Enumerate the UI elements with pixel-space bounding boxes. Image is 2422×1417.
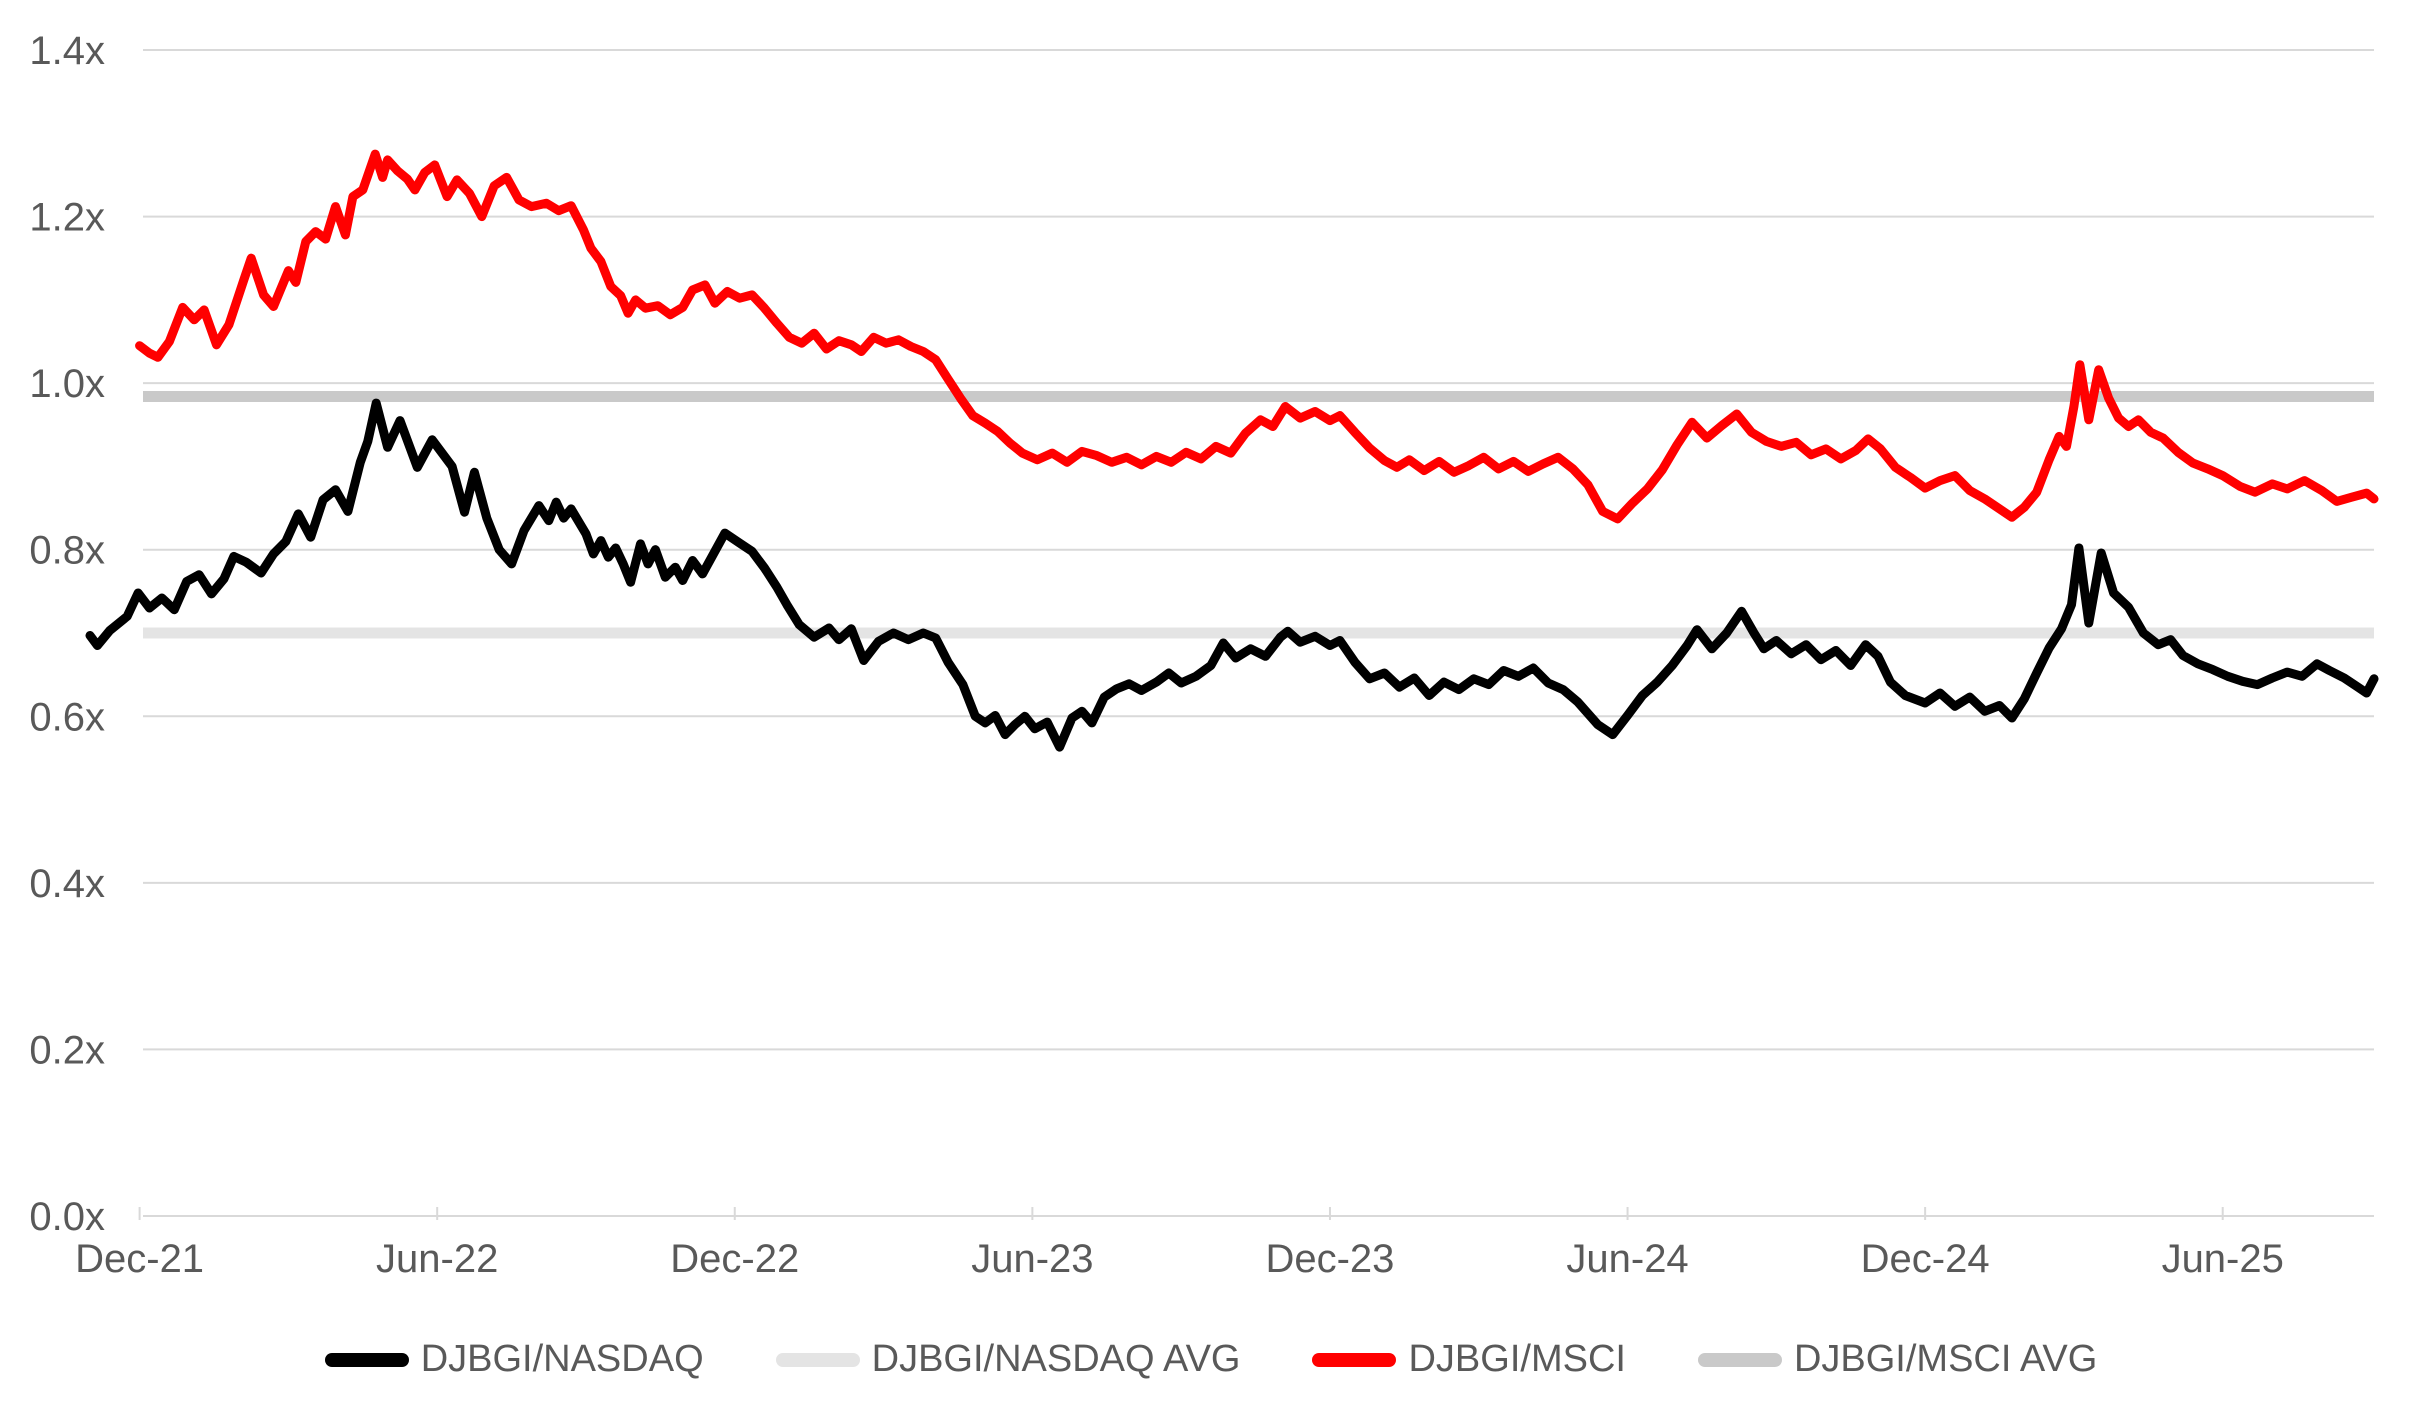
chart-legend: DJBGI/NASDAQ DJBGI/NASDAQ AVG DJBGI/MSCI DJ… bbox=[0, 1338, 2422, 1381]
legend-label: DJBGI/NASDAQ bbox=[420, 1338, 704, 1380]
x-axis-tick-label: Jun-24 bbox=[1566, 1237, 1688, 1281]
legend-item-djbgi-msci-avg: DJBGI/MSCI AVG bbox=[1697, 1338, 2098, 1381]
x-axis-tick-label: Dec-22 bbox=[670, 1237, 799, 1281]
legend-label: DJBGI/NASDAQ AVG bbox=[871, 1338, 1241, 1380]
y-axis-tick-label: 1.0x bbox=[29, 362, 105, 406]
legend-item-djbgi-nasdaq-avg: DJBGI/NASDAQ AVG bbox=[775, 1338, 1241, 1381]
legend-swatch bbox=[1312, 1352, 1397, 1367]
y-axis-tick-label: 0.4x bbox=[29, 862, 105, 906]
series-lines bbox=[85, 149, 2379, 752]
x-axis-tick-label: Dec-24 bbox=[1861, 1237, 1990, 1281]
x-axis bbox=[138, 1207, 2224, 1220]
legend-label: DJBGI/MSCI AVG bbox=[1793, 1338, 2098, 1380]
y-axis-tick-label: 1.2x bbox=[29, 196, 105, 240]
y-axis-tick-label: 0.2x bbox=[29, 1028, 105, 1072]
legend-label: DJBGI/MSCI bbox=[1408, 1338, 1626, 1380]
y-axis-labels: 0.0x 0.2x 0.4x 0.6x 0.8x 1.0x 1.2x 1.4x bbox=[29, 29, 105, 1239]
y-axis-tick-label: 0.0x bbox=[29, 1195, 105, 1239]
legend-item-djbgi-msci: DJBGI/MSCI bbox=[1312, 1338, 1626, 1381]
y-axis-tick-label: 0.8x bbox=[29, 529, 105, 573]
legend-swatch bbox=[775, 1352, 860, 1367]
x-axis-tick-label: Dec-23 bbox=[1265, 1237, 1394, 1281]
x-axis-labels: Dec-21 Jun-22 Dec-22 Jun-23 Dec-23 Jun-24 Dec-… bbox=[75, 1237, 2284, 1281]
y-axis-tick-label: 1.4x bbox=[29, 29, 105, 73]
legend-swatch bbox=[324, 1352, 409, 1367]
average-lines bbox=[143, 390, 2374, 639]
x-axis-tick-label: Dec-21 bbox=[75, 1237, 204, 1281]
legend-item-djbgi-nasdaq: DJBGI/NASDAQ bbox=[324, 1338, 704, 1381]
x-axis-tick-label: Jun-22 bbox=[376, 1237, 498, 1281]
series-line-djbgi-msci bbox=[135, 149, 2379, 524]
x-axis-tick-label: Jun-23 bbox=[971, 1237, 1093, 1281]
series-line-djbgi-nasdaq bbox=[85, 398, 2379, 752]
y-axis-tick-label: 0.6x bbox=[29, 695, 105, 739]
legend-swatch bbox=[1697, 1352, 1782, 1367]
x-axis-tick-label: Jun-25 bbox=[2162, 1237, 2284, 1281]
